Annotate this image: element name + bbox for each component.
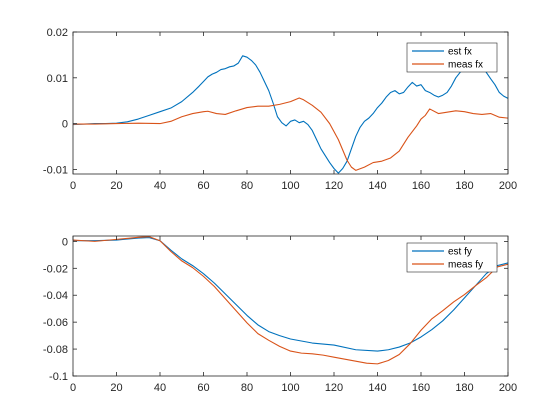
- legend-label-meas-fx: meas fx: [448, 60, 483, 71]
- y-tick-label-fx: 0: [62, 119, 68, 131]
- x-tick-label-fx: 100: [281, 180, 299, 192]
- y-tick-label-fx: 0.01: [47, 73, 68, 85]
- series-line-meas-fy: [72, 236, 509, 365]
- x-tick-label-fx: 180: [455, 180, 473, 192]
- legend-label-est-fx: est fx: [448, 47, 472, 58]
- legend-fx: est fx meas fx: [406, 42, 498, 73]
- x-tick-label-fy: 80: [241, 382, 253, 394]
- legend-box-fx: [406, 42, 498, 73]
- x-tick-label-fy: 0: [70, 382, 76, 394]
- y-tick-label-fy: -0.06: [43, 317, 68, 329]
- x-tick-label-fy: 60: [197, 382, 209, 394]
- series-group-fx: [72, 55, 509, 174]
- x-tick-label-fy: 160: [412, 382, 430, 394]
- x-tick-label-fx: 0: [70, 180, 76, 192]
- y-tick-label-fx: -0.01: [43, 164, 68, 176]
- x-tick-label-fx: 80: [241, 180, 253, 192]
- x-tick-label-fy: 20: [110, 382, 122, 394]
- x-tick-label-fx: 120: [325, 180, 343, 192]
- x-tick-label-fx: 200: [499, 180, 517, 192]
- y-tick-label-fy: -0.02: [43, 263, 68, 275]
- chart-fy: 0 20 40 60 80 100 120 140 160 180 200 -0.1 -0.08 -0.0…: [43, 235, 517, 394]
- x-tick-label-fx: 20: [110, 180, 122, 192]
- legend-label-est-fy: est fy: [448, 247, 472, 258]
- legend-label-meas-fy: meas fy: [448, 260, 483, 271]
- x-tick-label-fx: 160: [412, 180, 430, 192]
- y-tick-label-fy: -0.1: [49, 371, 68, 383]
- y-tick-label-fx: 0.02: [47, 27, 68, 39]
- legend-fy: est fy meas fy: [406, 242, 498, 273]
- x-tick-label-fy: 200: [499, 382, 517, 394]
- x-tick-label-fy: 100: [281, 382, 299, 394]
- y-tick-label-fy: -0.08: [43, 344, 68, 356]
- x-tick-label-fy: 180: [455, 382, 473, 394]
- x-tick-label-fx: 140: [368, 180, 386, 192]
- x-tick-label-fx: 60: [197, 180, 209, 192]
- series-line-est-fx: [72, 55, 509, 174]
- x-tick-label-fx: 40: [154, 180, 166, 192]
- chart-fx: 0 20 40 60 80 100 120 140 160 180 200-0.0100.010.0…: [43, 27, 517, 192]
- series-line-meas-fx: [73, 97, 509, 171]
- x-tick-label-fy: 40: [154, 382, 166, 394]
- y-tick-label-fy: 0: [62, 236, 68, 248]
- legend-box-fy: [406, 242, 498, 273]
- x-tick-label-fy: 120: [325, 382, 343, 394]
- series-group-fy: [72, 236, 509, 365]
- y-tick-label-fy: -0.04: [43, 290, 68, 302]
- x-tick-label-fy: 140: [368, 382, 386, 394]
